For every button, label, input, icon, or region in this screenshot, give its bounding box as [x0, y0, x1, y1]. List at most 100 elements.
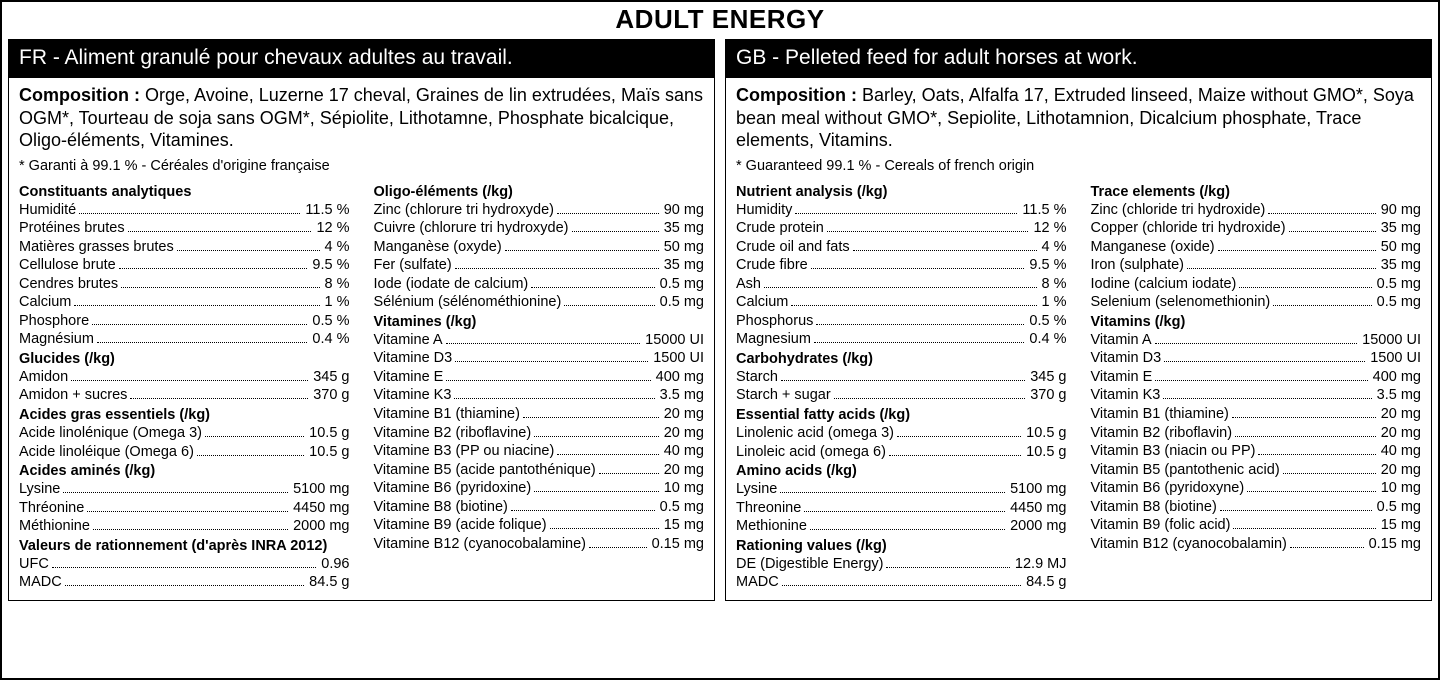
nutrient-value: 370 g — [1028, 386, 1066, 405]
panel-body: Composition : Barley, Oats, Alfalfa 17, … — [726, 78, 1431, 600]
nutrient-value: 4450 mg — [291, 499, 349, 518]
panel-row: FR - Aliment granulé pour chevaux adulte… — [2, 39, 1438, 607]
nutrient-row: Vitamine B9 (acide folique)15 mg — [374, 516, 705, 535]
nutrient-label: Vitamin E — [1091, 368, 1153, 387]
section-heading: Nutrient analysis (/kg) — [736, 184, 1067, 200]
nutrient-value: 15000 UI — [1360, 331, 1421, 350]
nutrient-label: Humidity — [736, 201, 792, 220]
nutrient-value: 12 % — [1031, 219, 1066, 238]
nutrient-label: Vitamine D3 — [374, 349, 453, 368]
nutrient-value: 0.5 mg — [658, 293, 704, 312]
leader-dots — [92, 315, 307, 325]
leader-dots — [1239, 278, 1371, 288]
section-heading: Oligo-éléments (/kg) — [374, 184, 705, 200]
nutrient-label: MADC — [736, 573, 779, 592]
nutrient-row: Vitamine B1 (thiamine)20 mg — [374, 405, 705, 424]
nutrient-row: Vitamine B6 (pyridoxine) 10 mg — [374, 479, 705, 498]
nutrient-value: 15000 UI — [643, 331, 704, 350]
panel-header: GB - Pelleted feed for adult horses at w… — [726, 40, 1431, 78]
nutrient-value: 4 % — [323, 238, 350, 257]
nutrient-label: Calcium — [19, 293, 71, 312]
nutrient-value: 0.15 mg — [1367, 535, 1421, 554]
nutrient-value: 9.5 % — [1027, 256, 1066, 275]
nutrient-value: 10 mg — [662, 479, 704, 498]
leader-dots — [599, 463, 659, 473]
leader-dots — [889, 445, 1021, 455]
nutrient-label: Lysine — [19, 480, 60, 499]
leader-dots — [557, 203, 659, 213]
nutrient-label: Vitamin B6 (pyridoxyne) — [1091, 479, 1245, 498]
leader-dots — [564, 296, 654, 306]
nutrient-label: Vitamine E — [374, 368, 444, 387]
nutrient-row: Matières grasses brutes4 % — [19, 238, 350, 257]
nutrient-row: Crude protein12 % — [736, 219, 1067, 238]
nutrient-row: Acide linolénique (Omega 3)10.5 g — [19, 424, 350, 443]
nutrient-value: 40 mg — [662, 442, 704, 461]
footnote: * Guaranteed 99.1 % - Cereals of french … — [736, 158, 1421, 174]
nutrient-label: Linoleic acid (omega 6) — [736, 443, 886, 462]
nutrient-row: Zinc (chlorure tri hydroxyde)90 mg — [374, 201, 705, 220]
nutrient-value: 84.5 g — [1024, 573, 1066, 592]
nutrient-row: Vitamine K33.5 mg — [374, 386, 705, 405]
nutrient-row: Vitamine B3 (PP ou niacine)40 mg — [374, 442, 705, 461]
leader-dots — [197, 445, 304, 455]
leader-dots — [1289, 222, 1376, 232]
nutrient-value: 0.5 mg — [1375, 275, 1421, 294]
nutrient-row: Calcium1 % — [19, 293, 350, 312]
nutrient-value: 1 % — [1040, 293, 1067, 312]
nutrient-label: Vitamine K3 — [374, 386, 452, 405]
nutrient-value: 0.15 mg — [650, 535, 704, 554]
section-heading: Constituants analytiques — [19, 184, 350, 200]
nutrient-row: Vitamine D3 1500 UI — [374, 349, 705, 368]
nutrient-value: 20 mg — [662, 461, 704, 480]
leader-dots — [1247, 482, 1376, 492]
nutrient-value: 0.5 % — [1027, 312, 1066, 331]
nutrient-label: Zinc (chloride tri hydroxide) — [1091, 201, 1266, 220]
section-heading: Carbohydrates (/kg) — [736, 351, 1067, 367]
nutrient-label: Magnesium — [736, 330, 811, 349]
nutrient-value: 0.5 mg — [658, 498, 704, 517]
leader-dots — [886, 558, 1009, 568]
nutrient-value: 3.5 mg — [1375, 386, 1421, 405]
nutrient-value: 8 % — [323, 275, 350, 294]
leader-dots — [834, 389, 1026, 399]
nutrient-row: Magnésium0.4 % — [19, 330, 350, 349]
nutrient-label: Linolenic acid (omega 3) — [736, 424, 894, 443]
leader-dots — [589, 538, 647, 548]
nutrient-row: Threonine4450 mg — [736, 499, 1067, 518]
leader-dots — [811, 259, 1025, 269]
leader-dots — [1187, 259, 1376, 269]
nutrient-label: Vitamine B6 (pyridoxine) — [374, 479, 532, 498]
nutrient-value: 400 mg — [1371, 368, 1421, 387]
nutrient-row: MADC84.5 g — [19, 573, 350, 592]
nutrient-row: DE (Digestible Energy)12.9 MJ — [736, 555, 1067, 574]
nutrient-row: Vitamin B8 (biotine)0.5 mg — [1091, 498, 1422, 517]
nutrient-value: 5100 mg — [1008, 480, 1066, 499]
nutrient-label: Vitamine B8 (biotine) — [374, 498, 508, 517]
nutrient-label: Magnésium — [19, 330, 94, 349]
nutrient-row: Ash8 % — [736, 275, 1067, 294]
nutrient-label: Vitamin A — [1091, 331, 1152, 350]
leader-dots — [557, 445, 658, 455]
composition-text: Composition : Orge, Avoine, Luzerne 17 c… — [19, 84, 704, 152]
nutrient-value: 20 mg — [1379, 461, 1421, 480]
nutrient-label: Vitamin B5 (pantothenic acid) — [1091, 461, 1280, 480]
leader-dots — [897, 427, 1021, 437]
nutrient-label: Humidité — [19, 201, 76, 220]
section-heading: Essential fatty acids (/kg) — [736, 407, 1067, 423]
nutrient-row: Linoleic acid (omega 6)10.5 g — [736, 443, 1067, 462]
nutrient-row: Acide linoléique (Omega 6)10.5 g — [19, 443, 350, 462]
section-heading: Amino acids (/kg) — [736, 463, 1067, 479]
nutrient-value: 8 % — [1040, 275, 1067, 294]
composition-label: Composition : — [19, 85, 145, 105]
leader-dots — [65, 576, 304, 586]
nutrient-row: Vitamin B2 (riboflavin)20 mg — [1091, 424, 1422, 443]
leader-dots — [810, 520, 1005, 530]
nutrient-value: 1500 UI — [651, 349, 704, 368]
nutrient-label: Vitamin B1 (thiamine) — [1091, 405, 1229, 424]
nutrient-value: 50 mg — [662, 238, 704, 257]
leader-dots — [97, 333, 307, 343]
nutrient-row: Vitamine B5 (acide pantothénique)20 mg — [374, 461, 705, 480]
nutrient-label: Vitamin B3 (niacin ou PP) — [1091, 442, 1256, 461]
leader-dots — [52, 558, 316, 568]
